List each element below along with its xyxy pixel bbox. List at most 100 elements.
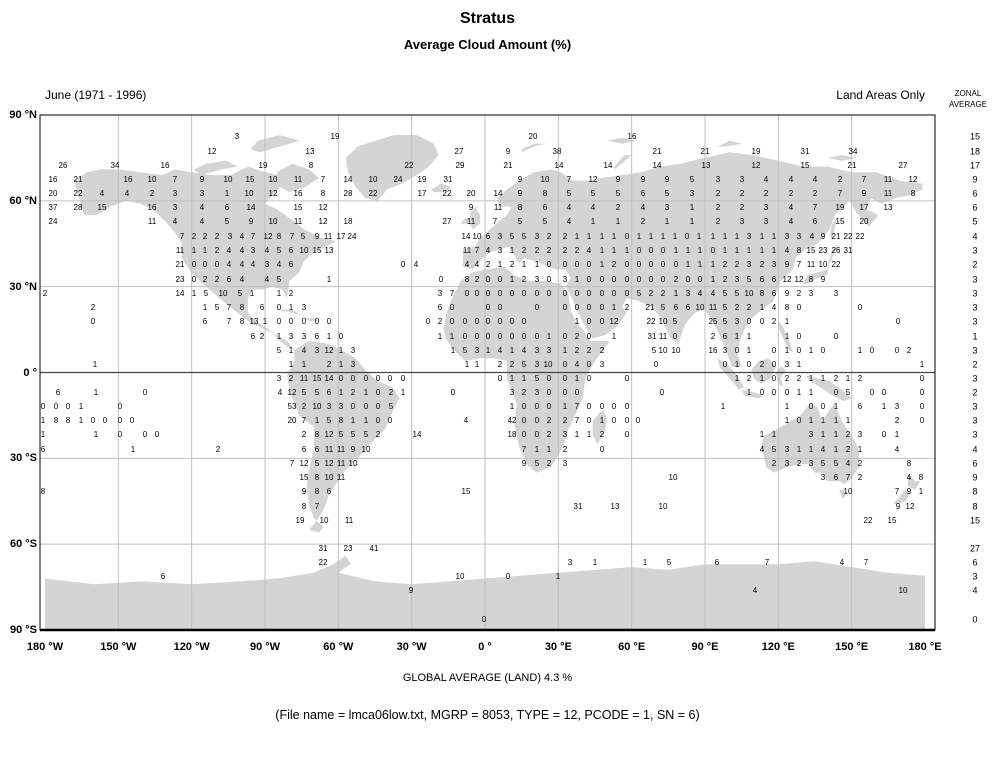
cell-value: 0 (497, 275, 503, 284)
x-axis-tick-label: 60 °W (323, 641, 354, 653)
cell-value: 4 (839, 558, 845, 567)
cell-value: 0 (338, 332, 344, 341)
land-polygon (287, 341, 400, 533)
cell-value: 2 (624, 303, 630, 312)
cell-value: 2 (288, 289, 294, 298)
cell-value: 1 (521, 260, 527, 269)
cell-value: 0 (521, 430, 527, 439)
cell-value: 4 (264, 275, 270, 284)
cell-value: 0 (90, 317, 96, 326)
cell-value: 1 (574, 374, 580, 383)
cell-value: 0 (672, 332, 678, 341)
cell-value: 1 (521, 374, 527, 383)
zonal-average-value: 3 (972, 429, 978, 440)
cell-value: 16 (147, 203, 157, 212)
cell-value: 2 (759, 260, 765, 269)
cell-value: 0 (521, 317, 527, 326)
cell-value: 14 (324, 374, 334, 383)
cell-value: 0 (611, 275, 617, 284)
cell-value: 7 (521, 445, 527, 454)
cell-value: 0 (611, 416, 617, 425)
cell-value: 16 (627, 132, 637, 141)
zonal-average-value: 2 (972, 387, 978, 398)
cell-value: 1 (574, 430, 580, 439)
cell-value: 9 (820, 232, 826, 241)
cell-value: 0 (326, 317, 332, 326)
cell-value: 5 (224, 217, 230, 226)
cell-value: 0 (648, 275, 654, 284)
cell-value: 23 (818, 246, 828, 255)
cell-value: 1 (534, 260, 540, 269)
cell-value: 1 (562, 346, 568, 355)
cell-value: 2 (546, 459, 552, 468)
cell-value: 0 (820, 346, 826, 355)
cell-value: 0 (624, 260, 630, 269)
cell-value: 10 (668, 473, 678, 482)
cell-value: 6 (857, 402, 863, 411)
cell-value: 4 (788, 217, 794, 226)
cell-value: 0 (314, 317, 320, 326)
cell-value: 11 (293, 175, 303, 184)
cell-value: 19 (417, 175, 427, 184)
cell-value: 1 (734, 332, 740, 341)
cell-value: 0 (400, 260, 406, 269)
cell-value: 2 (485, 260, 491, 269)
cell-value: 34 (848, 147, 858, 156)
cell-value: 10 (843, 487, 853, 496)
cell-value: 2 (546, 416, 552, 425)
cell-value: 0 (771, 360, 777, 369)
cell-value: 0 (562, 303, 568, 312)
cell-value: 1 (363, 416, 369, 425)
cell-value: 1 (919, 360, 925, 369)
cell-value: 1 (771, 430, 777, 439)
cell-value: 0 (684, 232, 690, 241)
cell-value: 4 (894, 445, 900, 454)
land-polygon (592, 409, 608, 444)
cell-value: 3 (350, 346, 356, 355)
cell-value: 8 (906, 459, 912, 468)
cell-value: 2 (214, 275, 220, 284)
cell-value: 9 (248, 217, 254, 226)
cell-value: 7 (172, 175, 178, 184)
cell-value: 14 (603, 161, 613, 170)
cell-value: 1 (746, 246, 752, 255)
cell-value: 1 (590, 217, 596, 226)
cell-value: 4 (239, 260, 245, 269)
land-polygon (839, 489, 847, 499)
cell-value: 6 (542, 203, 548, 212)
cell-value: 0 (505, 572, 511, 581)
cell-value: 13 (324, 246, 334, 255)
cell-value: 1 (497, 260, 503, 269)
cell-value: 2 (437, 317, 443, 326)
cell-value: 1 (784, 346, 790, 355)
cell-value: 1 (784, 416, 790, 425)
cell-value: 0 (599, 445, 605, 454)
cell-value: 4 (497, 346, 503, 355)
cell-value: 5 (338, 430, 344, 439)
cell-value: 2 (746, 374, 752, 383)
cell-value: 0 (546, 275, 552, 284)
zonal-average-value: 4 (972, 231, 978, 242)
cell-value: 17 (417, 189, 427, 198)
cell-value: 10 (218, 289, 228, 298)
cell-value: 2 (796, 459, 802, 468)
cell-value: 11 (806, 260, 816, 269)
cell-value: 0 (710, 246, 716, 255)
zonal-average-value: 6 (972, 202, 978, 213)
zonal-average-value: 1 (972, 331, 978, 342)
cell-value: 1 (710, 260, 716, 269)
cell-value: 3 (894, 402, 900, 411)
cell-value: 3 (739, 217, 745, 226)
cell-value: 1 (599, 246, 605, 255)
cell-value: 2 (599, 430, 605, 439)
cell-value: 3 (746, 260, 752, 269)
cell-value: 14 (652, 161, 662, 170)
zonal-average-value: 9 (972, 472, 978, 483)
cell-value: 3 (857, 430, 863, 439)
cell-value: 1 (697, 246, 703, 255)
cell-value: 0 (534, 402, 540, 411)
cell-value: 31 (800, 147, 810, 156)
cell-value: 8 (314, 487, 320, 496)
cell-value: 1 (833, 445, 839, 454)
cell-value: 4 (474, 260, 480, 269)
